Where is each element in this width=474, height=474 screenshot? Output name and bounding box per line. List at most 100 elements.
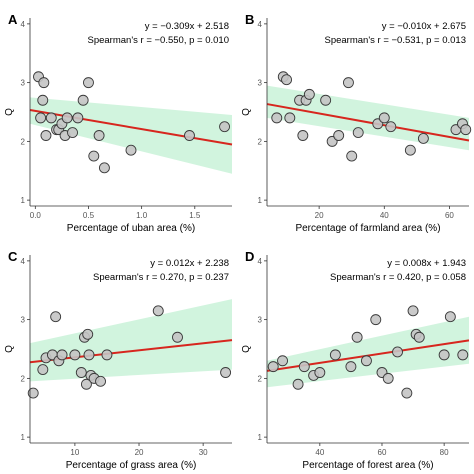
data-point (93, 130, 105, 141)
data-point (351, 331, 363, 343)
data-point (56, 349, 68, 361)
regression-equation: y = 0.008x + 1.943 (387, 258, 466, 269)
data-point (352, 127, 364, 139)
data-point (298, 361, 310, 373)
y-tick-label: 3 (258, 79, 263, 88)
y-tick-label: 3 (21, 316, 26, 325)
data-point (297, 130, 309, 141)
data-point (172, 331, 183, 343)
regression-equation: y = −0.010x + 2.675 (382, 21, 466, 32)
x-tick-label: 20 (135, 448, 144, 457)
data-point (152, 305, 164, 317)
data-point (220, 367, 232, 378)
data-point (281, 74, 292, 86)
data-point (219, 121, 231, 133)
data-point (378, 112, 390, 124)
data-point (125, 144, 137, 156)
data-point (35, 112, 47, 124)
panel-b: B 1 2 3 4 20 40 60 Percentage of farmland area (… (241, 12, 472, 234)
data-point (404, 144, 416, 156)
x-axis-title: Percentage of grass area (%) (66, 460, 197, 471)
spearman-stats: Spearman's r = 0.270, p = 0.237 (93, 272, 229, 283)
y-tick-label: 2 (21, 137, 26, 146)
y-tick-label: 4 (258, 257, 263, 266)
x-tick-label: 80 (440, 448, 449, 457)
y-tick-label: 4 (21, 257, 26, 266)
data-point (98, 162, 110, 174)
data-point (40, 130, 52, 141)
data-point (370, 314, 382, 326)
y-axis-title: Q (241, 345, 252, 353)
y-tick-label: 2 (258, 137, 263, 146)
data-point (101, 349, 113, 361)
data-point (346, 150, 358, 162)
y-axis-title: Q (4, 345, 15, 353)
data-point (38, 77, 50, 89)
data-point (277, 355, 288, 367)
y-tick-label: 2 (258, 374, 263, 383)
data-point (444, 311, 456, 323)
x-tick-label: 0.0 (30, 211, 42, 220)
x-tick-label: 10 (70, 448, 79, 457)
data-point (37, 364, 49, 376)
data-point (417, 132, 429, 144)
data-point (292, 378, 304, 390)
y-tick-label: 1 (21, 196, 26, 205)
data-point (67, 127, 78, 139)
confidence-band (267, 316, 469, 388)
x-tick-label: 60 (378, 448, 387, 457)
y-tick-label: 1 (21, 433, 26, 442)
confidence-band (30, 299, 232, 382)
x-tick-label: 30 (199, 448, 208, 457)
x-axis-title: Percentage of farmland area (%) (295, 223, 440, 234)
panel-letter: D (245, 249, 254, 264)
x-axis-title: Percentage of uban area (%) (67, 223, 195, 234)
data-point (184, 130, 195, 141)
data-point (407, 305, 419, 317)
data-point (83, 349, 95, 361)
panel-a: A 1 2 3 4 0.0 0.5 1.0 1.5 Percentage of uban area… (4, 12, 233, 234)
data-point (333, 130, 345, 141)
x-tick-label: 40 (315, 448, 324, 457)
data-point (401, 387, 413, 399)
data-point (457, 349, 469, 361)
data-point (80, 378, 92, 390)
data-point (88, 150, 100, 162)
data-point (392, 346, 403, 358)
y-tick-label: 4 (258, 20, 263, 29)
data-point (37, 94, 49, 106)
panel-letter: B (245, 12, 254, 27)
data-point (284, 112, 296, 124)
y-tick-label: 1 (258, 196, 263, 205)
data-point (320, 94, 332, 106)
data-point (345, 361, 357, 373)
confidence-band (267, 85, 469, 151)
x-tick-label: 1.0 (136, 211, 148, 220)
spearman-stats: Spearman's r = −0.531, p = 0.013 (324, 35, 466, 46)
data-point (360, 355, 372, 367)
y-tick-label: 1 (258, 433, 263, 442)
data-point (72, 112, 84, 124)
data-point (329, 349, 341, 361)
data-point (267, 361, 279, 373)
data-point (460, 124, 472, 136)
regression-line (266, 103, 470, 142)
data-point (27, 387, 39, 399)
x-tick-label: 40 (380, 211, 389, 220)
regression-equation: y = 0.012x + 2.238 (150, 258, 229, 269)
y-tick-label: 2 (21, 374, 26, 383)
x-tick-label: 20 (315, 211, 324, 220)
panel-d: D 1 2 3 4 40 60 80 Percentage of forest area (%)… (241, 249, 470, 471)
data-point (69, 349, 81, 361)
data-point (50, 311, 62, 323)
data-point (75, 367, 87, 378)
data-point (438, 349, 450, 361)
y-tick-label: 3 (21, 79, 26, 88)
panel-letter: C (8, 249, 18, 264)
data-point (83, 77, 94, 89)
x-tick-label: 1.5 (189, 211, 201, 220)
regression-equation: y = −0.309x + 2.518 (145, 21, 229, 32)
spearman-stats: Spearman's r = 0.420, p = 0.058 (330, 272, 466, 283)
